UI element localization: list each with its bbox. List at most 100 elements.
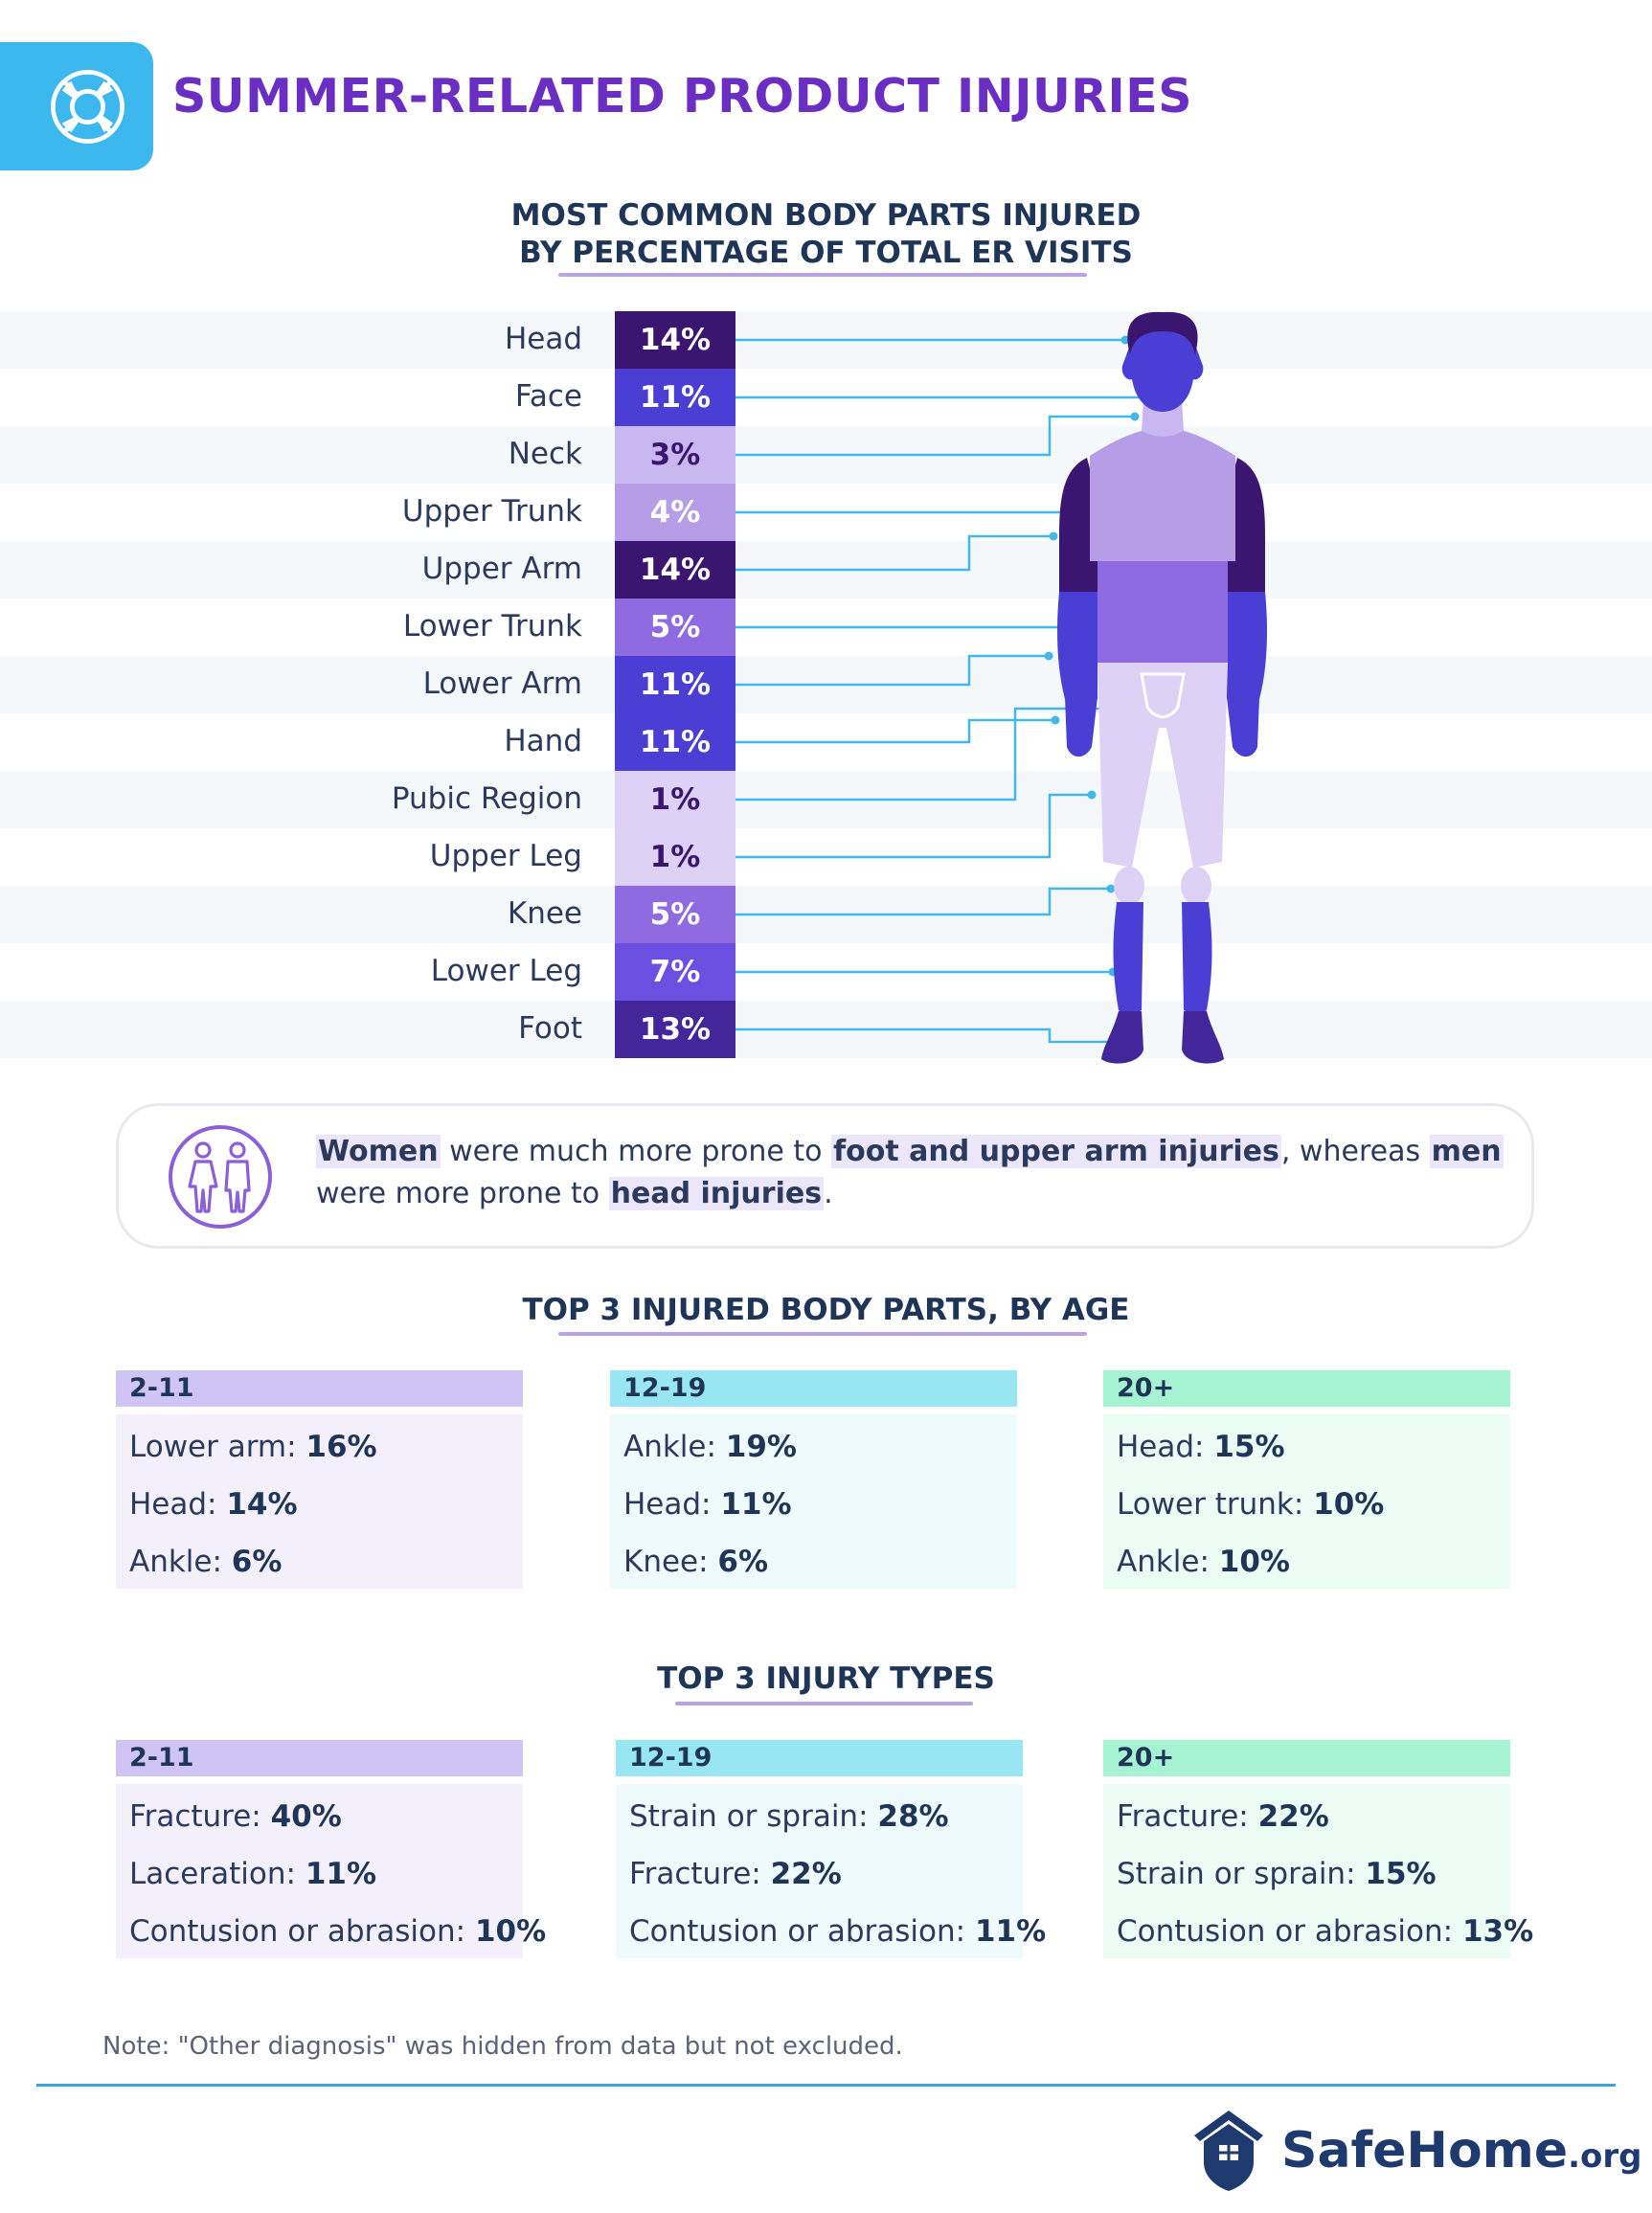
percent-box: 13% (615, 1001, 735, 1058)
leader-dot (1130, 412, 1140, 421)
stat-value: 6% (717, 1545, 769, 1579)
divider (36, 2084, 1616, 2087)
callout-text-1: were much more prone to (440, 1135, 832, 1168)
stat-label: Fracture: (629, 1857, 771, 1891)
life-ring-icon (51, 70, 124, 144)
percent-box: 3% (615, 426, 735, 484)
body-part-label: Knee (507, 896, 582, 931)
stat-item: Fracture: 22% (1117, 1799, 1329, 1834)
age-group-card: Strain or sprain: 28% Fracture: 22% Contus… (616, 1784, 1046, 1958)
right-foot (1182, 1011, 1224, 1064)
callout-women: Women (316, 1135, 441, 1168)
age-group-header: 2-11 (116, 1740, 523, 1776)
age-group-header: 2-11 (116, 1370, 523, 1407)
percent-box: 4% (615, 484, 735, 541)
body-part-label: Lower Leg (430, 954, 582, 988)
left-foot (1101, 1011, 1143, 1064)
stat-label: Knee: (623, 1545, 718, 1579)
percent-box: 5% (615, 886, 735, 943)
stat-value: 14% (226, 1487, 298, 1522)
stat-item: Contusion or abrasion: 10% (129, 1914, 546, 1949)
right-knee (1181, 867, 1211, 905)
leader-dot (1051, 715, 1060, 725)
stat-value: 10% (474, 1914, 547, 1949)
stat-value: 6% (231, 1545, 283, 1579)
body-part-label: Neck (508, 437, 582, 471)
body-part-label: Foot (518, 1011, 582, 1046)
age-group-card: Head: 15% Lower trunk: 10% Ankle: 10% (1103, 1414, 1510, 1589)
stat-value: 11% (305, 1857, 377, 1891)
stat-value: 40% (270, 1799, 342, 1834)
stat-label: Fracture: (1117, 1799, 1258, 1834)
stat-item: Lower trunk: 10% (1117, 1487, 1384, 1522)
right-lower-arm (1227, 592, 1267, 699)
left-knee (1114, 867, 1144, 905)
percent-box: 14% (615, 311, 735, 369)
callout-text-4: . (824, 1177, 833, 1210)
percent-box: 5% (615, 598, 735, 656)
chart-title-underline (558, 273, 1087, 277)
upper-legs (1098, 663, 1228, 868)
leader-lines (735, 335, 1171, 1047)
stat-value: 28% (877, 1799, 949, 1834)
percent-box: 7% (615, 943, 735, 1001)
stat-item: Ankle: 10% (1117, 1545, 1290, 1579)
stat-label: Ankle: (129, 1545, 232, 1579)
chart-title: MOST COMMON BODY PARTS INJURED BY PERCEN… (0, 197, 1652, 272)
stat-value: 13% (1461, 1914, 1534, 1949)
stat-value: 22% (770, 1857, 842, 1891)
age-group-header: 12-19 (610, 1370, 1017, 1407)
chart-title-line1: MOST COMMON BODY PARTS INJURED (510, 198, 1142, 233)
leader-line (735, 654, 1049, 687)
age-group-header: 12-19 (616, 1740, 1023, 1776)
stat-value: 22% (1257, 1799, 1329, 1834)
stat-item: Ankle: 19% (623, 1430, 797, 1464)
stat-label: Strain or sprain: (1117, 1857, 1366, 1891)
leader-line (735, 887, 1111, 916)
stat-item: Head: 14% (129, 1487, 298, 1522)
percent-box: 1% (615, 828, 735, 886)
left-lower-leg (1113, 902, 1143, 1017)
stat-label: Ankle: (1117, 1545, 1219, 1579)
left-lower-arm (1057, 592, 1098, 699)
right-lower-leg (1182, 902, 1212, 1017)
body-part-label: Upper Trunk (401, 494, 582, 529)
leader-dot (1044, 651, 1053, 661)
stat-value: 15% (1365, 1857, 1437, 1891)
stat-label: Head: (129, 1487, 227, 1522)
callout-foot-arm: foot and upper arm injuries (831, 1135, 1281, 1168)
leader-line (735, 793, 1092, 859)
stat-value: 11% (974, 1914, 1047, 1949)
stat-label: Ankle: (623, 1430, 726, 1464)
stat-value: 19% (725, 1430, 797, 1464)
body-part-label: Upper Leg (429, 839, 582, 873)
stat-item: Laceration: 11% (129, 1857, 376, 1891)
stat-item: Contusion or abrasion: 13% (1117, 1914, 1533, 1949)
age-group-header: 20+ (1103, 1740, 1510, 1776)
type-section-title: TOP 3 INJURY TYPES (657, 1661, 995, 1696)
stat-item: Knee: 6% (623, 1545, 768, 1579)
pubic-region (1140, 672, 1186, 718)
percent-box: 1% (615, 771, 735, 828)
body-part-label: Face (514, 379, 582, 414)
left-hand (1065, 697, 1098, 757)
stat-label: Contusion or abrasion: (1117, 1914, 1462, 1949)
stat-label: Lower trunk: (1117, 1487, 1314, 1522)
stat-item: Lower arm: 16% (129, 1430, 377, 1464)
callout-text: Women were much more prone to foot and u… (316, 1131, 1513, 1215)
face (1121, 316, 1204, 412)
stat-item: Fracture: 40% (129, 1799, 342, 1834)
body-part-label: Lower Trunk (402, 609, 582, 644)
age-group-card: Lower arm: 16% Head: 14% Ankle: 6% (116, 1414, 523, 1589)
leader-line (735, 415, 1135, 457)
right-hand (1227, 697, 1259, 757)
stat-item: Head: 11% (623, 1487, 792, 1522)
chart-title-line2: BY PERCENTAGE OF TOTAL ER VISITS (519, 236, 1133, 270)
percent-box: 11% (615, 656, 735, 713)
age-group-header: 20+ (1103, 1370, 1510, 1407)
brand-main: SafeHome (1281, 2122, 1569, 2179)
callout-text-2: , whereas (1280, 1135, 1430, 1168)
logo-badge (0, 42, 153, 170)
age-group-card: Ankle: 19% Head: 11% Knee: 6% (610, 1414, 1017, 1589)
gender-callout: Women were much more prone to foot and u… (116, 1103, 1534, 1249)
